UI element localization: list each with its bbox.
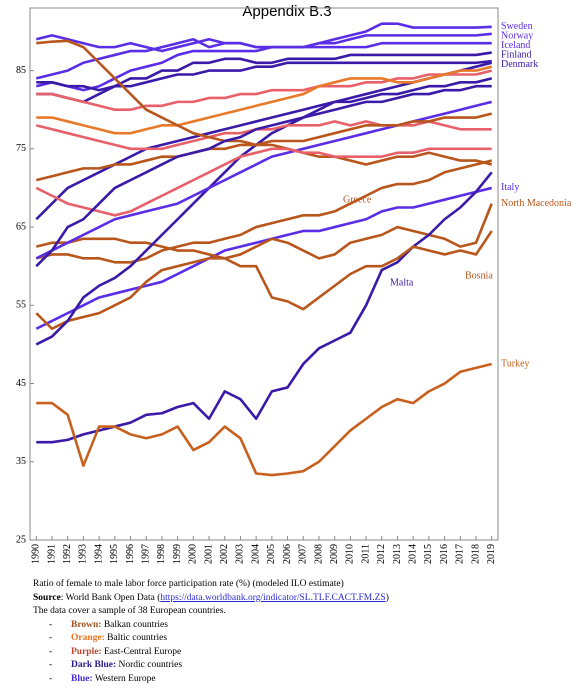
series-line	[36, 65, 493, 135]
series-label: Sweden	[501, 21, 533, 32]
key-label: Purple:	[71, 646, 102, 657]
series-label: Iceland	[501, 40, 530, 51]
series-label: Denmark	[501, 59, 538, 70]
x-tick-label: 1990	[31, 544, 42, 564]
source: Source: World Bank Open Data (https://da…	[33, 592, 389, 606]
x-tick-label: 2018	[470, 544, 481, 564]
chart-title: Appendix B.3	[242, 3, 331, 20]
sample-note: The data cover a sample of 38 European c…	[33, 606, 226, 616]
series-line	[35, 159, 493, 264]
series-label: Malta	[390, 277, 414, 288]
notes: Ratio of female to male labor force part…	[33, 578, 389, 686]
key-text: East-Central Europe	[101, 646, 182, 657]
x-tick-label: 1997	[141, 544, 152, 564]
y-tick-label: 65	[16, 221, 26, 232]
key-item: - Dark Blue: Nordic countries	[33, 659, 389, 673]
key-label: Orange:	[71, 633, 105, 643]
y-tick-label: 25	[16, 534, 26, 545]
y-tick-label: 45	[16, 378, 26, 389]
source-text: : World Bank Open Data (	[60, 592, 161, 603]
series-line	[35, 147, 492, 217]
key-bullet: -	[49, 619, 53, 630]
series-label: Turkey	[501, 358, 530, 369]
series-line	[35, 203, 493, 260]
x-tick-label: 2014	[407, 544, 418, 564]
series-label: Italy	[501, 182, 519, 193]
key-item: - Orange: Baltic countries	[33, 632, 389, 646]
key-item: - Brown: Balkan countries	[33, 619, 389, 633]
x-tick-label: 2004	[250, 544, 261, 564]
source-end: )	[385, 592, 389, 603]
x-tick-label: 1991	[46, 544, 57, 564]
series-line	[35, 84, 492, 268]
key-label: Blue:	[71, 673, 93, 684]
color-key: - Brown: Balkan countries - Orange: Baltic …	[33, 619, 389, 687]
series-line	[36, 39, 493, 166]
x-tick-label: 1993	[78, 544, 89, 564]
key-text: Balkan countries	[101, 619, 168, 630]
key-bullet: -	[49, 673, 53, 684]
y-tick-label: 85	[16, 65, 26, 76]
x-tick-label: 2013	[392, 544, 403, 564]
y-tick-label: 75	[16, 143, 26, 154]
x-tick-label: 2006	[282, 544, 293, 564]
key-text: Western Europe	[92, 673, 156, 684]
x-tick-label: 2008	[313, 544, 324, 564]
series-line	[36, 362, 493, 477]
y-tick-label: 35	[16, 456, 26, 467]
x-tick-label: 2001	[203, 544, 214, 564]
x-tick-label: 2012	[376, 544, 387, 564]
caption: Ratio of female to male labor force part…	[33, 579, 344, 589]
source-link[interactable]: https://data.worldbank.org/indicator/SL.…	[160, 592, 386, 603]
x-tick-label: 1995	[109, 544, 120, 564]
x-tick-label: 2015	[423, 544, 434, 564]
chart: Appendix B.3 25 35 45 55 65 75 85 1990 1991 1992 1…	[16, 3, 572, 564]
y-tick-label: 55	[16, 300, 26, 311]
series-line	[35, 32, 492, 80]
source-label: Source	[33, 592, 61, 603]
series-line	[35, 230, 493, 331]
x-tick-label: 2010	[345, 544, 356, 564]
key-text: Baltic countries	[104, 633, 168, 643]
series-label: North Macedonia	[501, 198, 572, 209]
key-item: - Blue: Western Europe	[33, 673, 389, 687]
key-bullet: -	[49, 646, 53, 657]
key-bullet: -	[49, 633, 53, 643]
x-tick-label: 1992	[62, 544, 73, 564]
x-tick-label: 2002	[219, 544, 230, 564]
series-line	[36, 69, 493, 112]
x-tick-label: 2005	[266, 544, 277, 564]
plot-frame	[29, 7, 499, 541]
series-line	[35, 120, 492, 151]
x-tick-label: 1999	[172, 544, 183, 564]
x-tick-label: 2017	[455, 544, 466, 564]
x-tick-label: 2000	[188, 544, 199, 564]
x-tick-label: 2016	[439, 544, 450, 564]
x-tick-label: 2019	[486, 544, 497, 564]
series-line	[36, 59, 492, 92]
key-label: Brown:	[71, 619, 102, 630]
series-line	[35, 112, 493, 182]
key-bullet: -	[49, 660, 53, 670]
x-tick-label: 2011	[360, 544, 371, 564]
series-line	[35, 100, 493, 260]
x-tick-label: 2003	[235, 544, 246, 564]
x-tick-label: 2007	[298, 544, 309, 564]
series-label: Finland	[501, 50, 532, 61]
series-line	[35, 186, 493, 330]
key-text: Nordic countries	[116, 660, 183, 670]
series-label: Greece	[343, 194, 372, 205]
x-tick-label: 1994	[93, 544, 104, 564]
key-label: Dark Blue:	[71, 660, 117, 670]
key-item: - Purple: East-Central Europe	[33, 646, 389, 660]
x-tick-label: 1998	[156, 544, 167, 564]
x-tick-label: 2009	[329, 544, 340, 564]
x-tick-label: 1996	[125, 544, 136, 564]
series-label: Norway	[501, 31, 533, 42]
series-label: Bosnia	[465, 270, 493, 281]
series-line	[35, 41, 492, 92]
